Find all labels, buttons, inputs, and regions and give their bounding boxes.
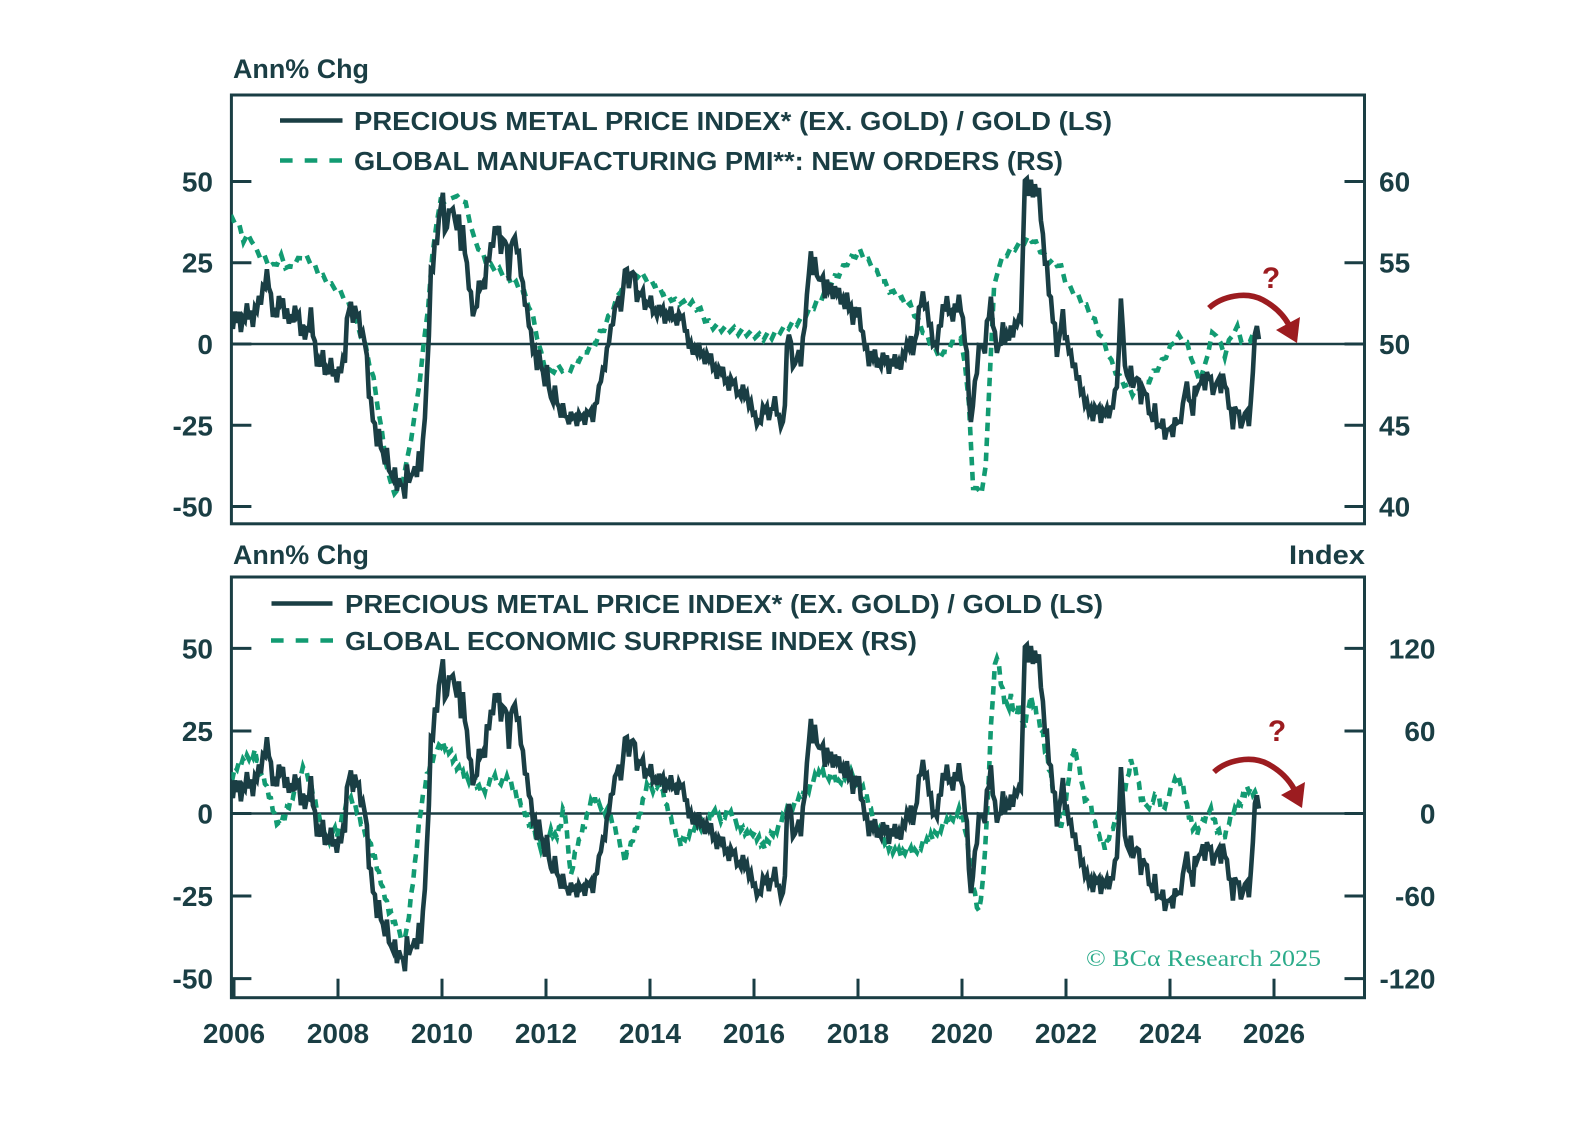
svg-text:0: 0 <box>197 799 213 830</box>
svg-text:© BCα Research 2025: © BCα Research 2025 <box>1086 946 1321 971</box>
svg-text:2010: 2010 <box>411 1018 473 1049</box>
svg-text:2014: 2014 <box>619 1018 682 1049</box>
svg-text:50: 50 <box>182 633 213 664</box>
svg-text:PRECIOUS METAL PRICE INDEX* (E: PRECIOUS METAL PRICE INDEX* (EX. GOLD) /… <box>345 589 1103 619</box>
svg-text:Index: Index <box>1289 540 1365 570</box>
svg-text:-25: -25 <box>173 410 213 441</box>
svg-text:0: 0 <box>197 329 213 360</box>
svg-text:2016: 2016 <box>723 1018 785 1049</box>
svg-text:50: 50 <box>182 167 213 198</box>
svg-text:?: ? <box>1268 715 1286 748</box>
svg-text:GLOBAL ECONOMIC SURPRISE INDEX: GLOBAL ECONOMIC SURPRISE INDEX (RS) <box>345 626 917 656</box>
svg-text:-50: -50 <box>173 492 213 523</box>
svg-text:Ann% Chg: Ann% Chg <box>233 540 369 570</box>
svg-text:2020: 2020 <box>931 1018 993 1049</box>
svg-text:PRECIOUS METAL PRICE INDEX* (E: PRECIOUS METAL PRICE INDEX* (EX. GOLD) /… <box>354 106 1112 136</box>
svg-text:2012: 2012 <box>515 1018 577 1049</box>
svg-text:2024: 2024 <box>1139 1018 1202 1049</box>
svg-text:-120: -120 <box>1379 964 1435 995</box>
svg-text:40: 40 <box>1379 492 1410 523</box>
svg-text:-25: -25 <box>173 881 213 912</box>
svg-text:120: 120 <box>1389 633 1436 664</box>
svg-text:0: 0 <box>1420 799 1436 830</box>
svg-text:60: 60 <box>1379 167 1410 198</box>
svg-text:Ann% Chg: Ann% Chg <box>233 54 369 84</box>
svg-text:45: 45 <box>1379 410 1410 441</box>
svg-text:50: 50 <box>1379 329 1410 360</box>
svg-text:2006: 2006 <box>203 1018 265 1049</box>
svg-text:2022: 2022 <box>1035 1018 1097 1049</box>
svg-text:55: 55 <box>1379 248 1410 279</box>
svg-text:2008: 2008 <box>307 1018 369 1049</box>
svg-text:60: 60 <box>1404 716 1435 747</box>
svg-text:?: ? <box>1262 262 1280 295</box>
svg-text:-50: -50 <box>173 964 213 995</box>
svg-text:2018: 2018 <box>827 1018 889 1049</box>
svg-text:25: 25 <box>182 248 213 279</box>
svg-text:-60: -60 <box>1395 881 1435 912</box>
svg-text:25: 25 <box>182 716 213 747</box>
svg-text:GLOBAL MANUFACTURING PMI**: NE: GLOBAL MANUFACTURING PMI**: NEW ORDERS (… <box>354 146 1063 176</box>
svg-text:2026: 2026 <box>1243 1018 1305 1049</box>
